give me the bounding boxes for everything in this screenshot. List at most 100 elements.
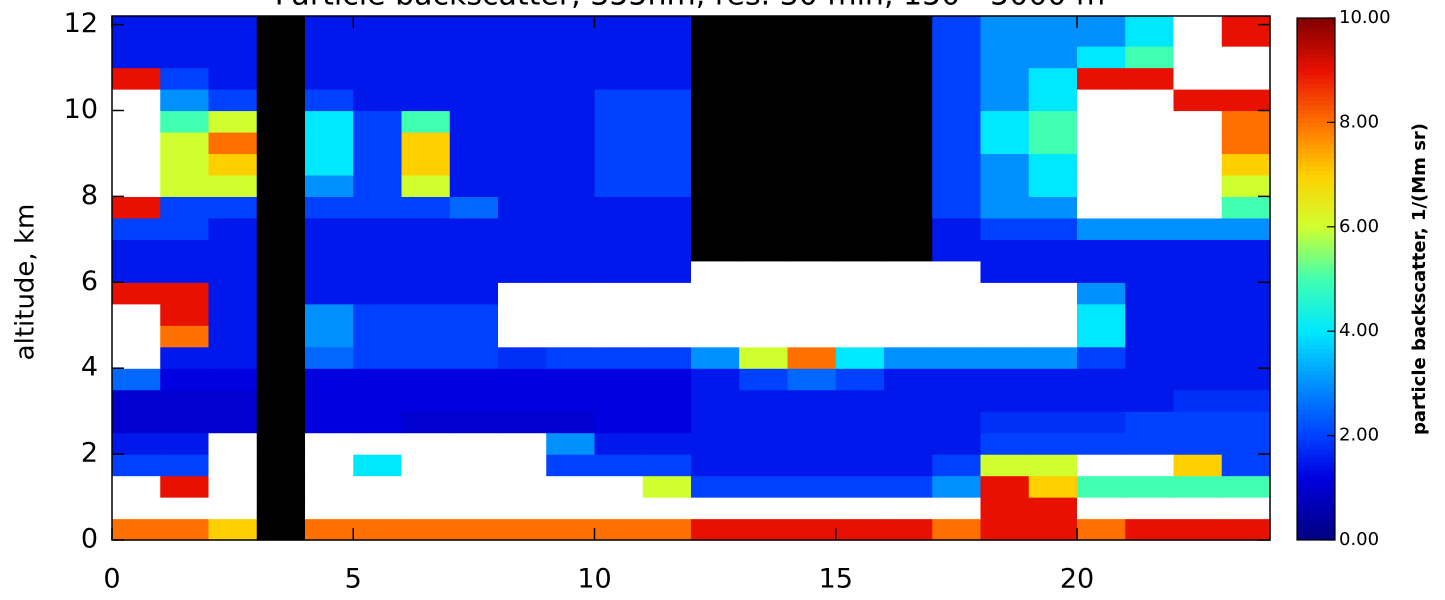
heatmap-cell — [884, 46, 933, 69]
heatmap-cell — [691, 282, 740, 305]
heatmap-cell — [739, 368, 789, 391]
heatmap-cell — [256, 110, 306, 133]
heatmap-cell — [546, 110, 596, 133]
heatmap-cell — [305, 282, 354, 305]
heatmap-cell — [546, 239, 596, 262]
heatmap-cell — [1077, 110, 1126, 133]
colorbar-swatch — [1297, 518, 1335, 524]
colorbar-swatch — [1297, 418, 1335, 424]
heatmap-cell — [594, 518, 644, 541]
colorbar-tick-label: 0.00 — [1339, 529, 1379, 550]
heatmap-cell — [1028, 67, 1078, 90]
heatmap-cell — [1221, 196, 1271, 219]
colorbar-swatch — [1297, 392, 1335, 397]
heatmap-cell — [787, 346, 837, 369]
heatmap-cell — [401, 497, 451, 520]
heatmap-cell — [1077, 46, 1126, 69]
heatmap-cell — [642, 174, 692, 197]
heatmap-cell — [594, 174, 644, 197]
heatmap-cell — [305, 110, 354, 133]
heatmap-cell — [112, 16, 161, 47]
heatmap-cell — [1221, 432, 1271, 455]
heatmap-cell — [256, 89, 306, 112]
heatmap-cell — [112, 475, 161, 498]
colorbar-swatch — [1297, 322, 1335, 328]
heatmap-cell — [1125, 46, 1175, 69]
heatmap-cell — [884, 325, 933, 348]
heatmap-cell — [160, 260, 210, 283]
heatmap-cell — [1028, 432, 1078, 455]
heatmap-cell — [787, 217, 837, 240]
heatmap-cell — [739, 16, 789, 47]
heatmap-cell — [449, 411, 499, 434]
colorbar-tick-label: 10.00 — [1339, 7, 1391, 28]
heatmap-cell — [401, 475, 451, 498]
heatmap-cell — [1173, 411, 1223, 434]
heatmap-cell — [835, 89, 885, 112]
heatmap-cell — [691, 89, 740, 112]
heatmap-cell — [787, 153, 837, 176]
heatmap-cell — [401, 303, 451, 326]
heatmap-cell — [932, 16, 982, 47]
heatmap-cell — [449, 497, 499, 520]
heatmap-cell — [1028, 497, 1078, 520]
heatmap-cell — [208, 217, 258, 240]
heatmap-cell — [208, 518, 258, 541]
heatmap-cell — [1173, 368, 1223, 391]
heatmap-cell — [160, 89, 210, 112]
heatmap-cell — [112, 432, 161, 455]
heatmap-cell — [642, 346, 692, 369]
heatmap-cell — [353, 110, 403, 133]
colorbar-swatch — [1297, 400, 1335, 406]
heatmap-cell — [256, 432, 306, 455]
heatmap-cell — [208, 174, 258, 197]
heatmap-cell — [980, 346, 1030, 369]
heatmap-cell — [546, 325, 596, 348]
heatmap-cell — [305, 325, 354, 348]
heatmap-cell — [208, 153, 258, 176]
heatmap-cell — [1077, 518, 1126, 541]
heatmap-cell — [498, 153, 547, 176]
heatmap-cell — [932, 217, 982, 240]
heatmap-cell — [642, 67, 692, 90]
heatmap-cell — [835, 432, 885, 455]
colorbar-swatch — [1297, 144, 1335, 149]
heatmap-cell — [546, 67, 596, 90]
heatmap-cell — [256, 217, 306, 240]
heatmap-cell — [449, 368, 499, 391]
heatmap-cell — [642, 282, 692, 305]
heatmap-cell — [932, 389, 982, 412]
heatmap-cell — [1028, 46, 1078, 69]
heatmap-cell — [594, 153, 644, 176]
heatmap-cell — [208, 110, 258, 133]
heatmap-cell — [305, 303, 354, 326]
heatmap-cell — [691, 368, 740, 391]
heatmap-cell — [787, 411, 837, 434]
heatmap-cell — [884, 432, 933, 455]
colorbar-swatch — [1297, 131, 1335, 136]
colorbar-swatch — [1297, 183, 1335, 189]
heatmap-cell — [1221, 89, 1271, 112]
y-tick-label: 2 — [81, 438, 98, 469]
heatmap-cell — [160, 196, 210, 219]
colorbar-swatch — [1297, 474, 1335, 480]
heatmap-cell — [642, 518, 692, 541]
heatmap-cell — [449, 432, 499, 455]
heatmap-cell — [256, 46, 306, 69]
colorbar-swatch — [1297, 366, 1335, 371]
heatmap-cell — [1125, 475, 1175, 498]
heatmap-cell — [884, 89, 933, 112]
heatmap-cell — [884, 67, 933, 90]
heatmap-cell — [1028, 89, 1078, 112]
heatmap-cell — [498, 432, 547, 455]
heatmap-cell — [1077, 303, 1126, 326]
heatmap-cell — [1173, 303, 1223, 326]
heatmap-cell — [739, 174, 789, 197]
colorbar-swatch — [1297, 165, 1335, 171]
x-tick-label: 5 — [345, 564, 362, 595]
heatmap-cell — [932, 239, 982, 262]
heatmap-cell — [642, 303, 692, 326]
heatmap-cell — [884, 411, 933, 434]
heatmap-cell — [305, 239, 354, 262]
heatmap-cell — [932, 131, 982, 155]
